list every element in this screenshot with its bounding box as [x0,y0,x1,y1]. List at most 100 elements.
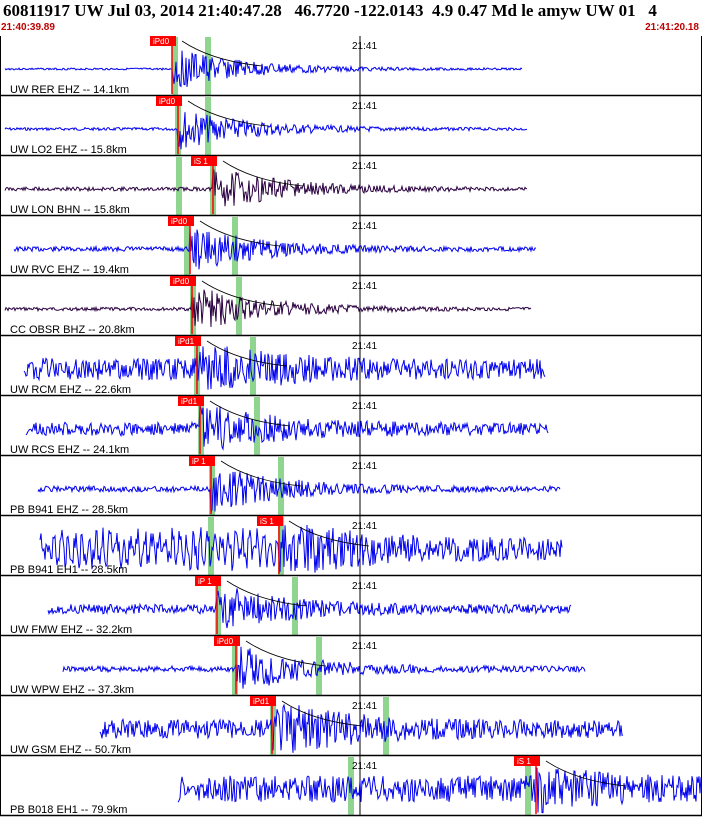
station-label: UW RCM EHZ -- 22.6km [10,384,131,396]
waveform [4,50,523,88]
waveform [4,289,532,328]
pick-flag [191,156,217,166]
trace-panel: 21:41 iPd1 UW RCM EHZ -- 22.6km [0,336,702,397]
station-label: UW WPW EHZ -- 37.3km [10,684,134,696]
trace-panel: 21:41 iPd0 CC OBSR BHZ -- 20.8km [0,276,702,337]
station-label: UW FMW EHZ -- 32.2km [10,624,132,636]
header: 60811917 UW Jul 03, 2014 21:40:47.28 46.… [0,0,702,36]
waveform [99,703,624,753]
coda-window [348,757,354,815]
pick-flag [156,96,182,106]
pick-label: iPd0 [153,37,170,46]
trace-panel: 21:41 iP 1 PB B941 EHZ -- 28.5km [0,456,702,517]
pick-label: iP 1 [192,457,206,466]
plot-background [0,36,702,818]
minute-tick-label: 21:41 [352,401,377,412]
pick-label: iPd1 [253,697,270,706]
station-label: UW RCS EHZ -- 24.1km [10,444,129,456]
pick-label: iP 1 [198,577,212,586]
minute-tick-label: 21:41 [352,641,377,652]
pick-flag [168,216,194,226]
start-time: 21:40:39.89 [1,22,55,33]
minute-tick-label: 21:41 [352,341,377,352]
coda-window [270,697,276,755]
waveform [13,228,537,270]
coda-window [172,37,178,95]
station-label: PB B941 EHZ -- 28.5km [10,504,128,516]
coda-window [184,217,190,275]
station-label: PB B018 EH1 -- 79.9km [10,804,127,816]
minute-tick-label: 21:41 [352,701,377,712]
pick-label: iPd1 [181,397,198,406]
station-label: UW GSM EHZ -- 50.7km [10,744,131,756]
travel-time-curve [220,460,302,487]
waveform [25,405,549,451]
travel-time-curve [226,580,308,607]
pick-flag [514,756,540,766]
pick-flag [170,276,196,286]
coda-window [198,397,204,455]
seismogram-plot: 21:41 iPd0 UW RER EHZ -- 14.1km 21:41 iPd0 UW… [0,36,702,818]
coda-window [215,577,221,635]
waveform [39,524,563,573]
pick-flag [214,636,240,646]
waveform [47,588,572,629]
minute-tick-label: 21:41 [352,221,377,232]
travel-time-curve [209,400,291,427]
coda-window [208,517,214,575]
pick-label: iPd0 [171,217,188,226]
coda-window [254,397,260,455]
travel-time-curve [181,40,263,67]
coda-window [209,457,215,515]
pick-label: iPd0 [173,277,190,286]
pick-label: iPd0 [217,637,234,646]
travel-time-curve [199,220,281,247]
travel-time-curve [201,280,283,307]
station-label: UW LO2 EHZ -- 15.8km [10,144,127,156]
coda-window [205,37,211,95]
coda-window [176,157,182,215]
end-time: 21:41:20.18 [645,22,699,33]
station-label: UW RVC EHZ -- 19.4km [10,264,129,276]
pick-flag [150,36,176,46]
travel-time-curve [281,700,363,727]
pick-label: iS 1 [517,757,531,766]
trace-panel: 21:41 iS 1 PB B018 EH1 -- 79.9km [0,756,702,817]
waveform [37,471,561,513]
waveform [4,167,528,207]
waveform [177,767,702,814]
trace-panel: 21:41 iPd0 UW LO2 EHZ -- 15.8km [0,96,702,157]
minute-tick-label: 21:41 [352,521,377,532]
pick-flag [178,396,204,406]
coda-window [292,577,298,635]
travel-time-curve [222,160,304,187]
pick-flag [195,576,221,586]
waveform [4,112,528,150]
station-label: UW LON BHN -- 15.8km [10,204,130,216]
event-title: 60811917 UW Jul 03, 2014 21:40:47.28 46.… [3,1,657,20]
coda-window [525,757,531,815]
trace-panel: 21:41 iS 1 UW LON BHN -- 15.8km [0,156,702,217]
waveform [62,646,586,689]
pick-flag [250,696,276,706]
minute-tick-label: 21:41 [352,281,377,292]
minute-tick-label: 21:41 [352,581,377,592]
pick-label: iPd1 [178,337,195,346]
pick-flag [189,456,215,466]
trace-panel: 21:41 iPd0 UW RER EHZ -- 14.1km [0,36,702,97]
travel-time-curve [288,520,370,547]
travel-time-curve [187,100,269,127]
trace-panel: 21:41 iPd0 UW RVC EHZ -- 19.4km [0,216,702,277]
minute-tick-label: 21:41 [352,101,377,112]
pick-label: iS 1 [260,517,274,526]
travel-time-curve [206,340,288,367]
minute-tick-label: 21:41 [352,161,377,172]
station-label: PB B941 EH1 -- 28.5km [10,564,127,576]
trace-panel: 21:41 iS 1 PB B941 EH1 -- 28.5km [0,516,702,577]
coda-window [205,97,211,155]
travel-time-curve [245,640,327,667]
station-label: CC OBSR BHZ -- 20.8km [10,324,135,336]
travel-time-curve [545,760,627,787]
coda-window [232,217,238,275]
pick-label: iS 1 [194,157,208,166]
